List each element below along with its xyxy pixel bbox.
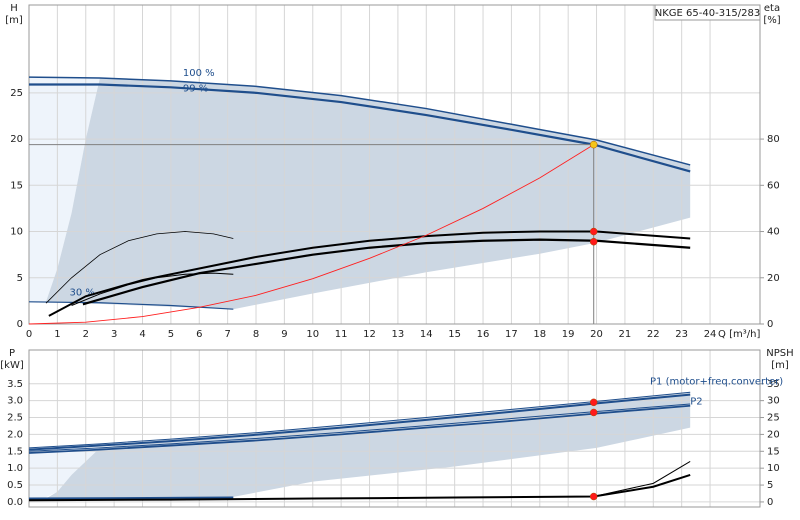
x-tick-label: 24 <box>704 329 717 340</box>
x-tick-label: 3 <box>111 329 117 340</box>
x-tick-label: 21 <box>619 329 632 340</box>
x-tick-label: 16 <box>477 329 490 340</box>
y2-tick-label: 5 <box>767 480 773 491</box>
y-tick-label: 2.5 <box>7 413 23 424</box>
x-tick-label: 20 <box>590 329 603 340</box>
x-tick-label: 9 <box>281 329 287 340</box>
x-tick-label: 1 <box>54 329 60 340</box>
duty-point <box>589 140 598 149</box>
operating-range <box>46 78 691 310</box>
x-tick-label: 15 <box>448 329 461 340</box>
y2-tick-label: 20 <box>767 273 780 284</box>
x-tick-label: 23 <box>675 329 688 340</box>
chart-panel: 0.00.51.01.52.02.53.03.505101520253035P[… <box>0 348 793 508</box>
curve-label: 99 % <box>183 83 208 94</box>
y-tick-label: 3.0 <box>7 396 23 407</box>
y2-tick-label: 80 <box>767 134 780 145</box>
curve <box>28 403 691 452</box>
y2-tick-label: 25 <box>767 413 780 424</box>
curve <box>28 144 594 325</box>
x-tick-label: 7 <box>224 329 230 340</box>
duty-point <box>589 398 598 407</box>
curve-label: 30 % <box>70 288 95 299</box>
curve <box>28 301 234 310</box>
x-tick-label: 0 <box>26 329 32 340</box>
x-tick-label: 12 <box>363 329 376 340</box>
operating-range <box>29 447 100 499</box>
x-tick-label: 18 <box>533 329 546 340</box>
curve <box>71 272 234 306</box>
x-tick-label: 10 <box>306 329 319 340</box>
x-tick-label: 2 <box>83 329 89 340</box>
axis-label: NPSH <box>766 348 793 359</box>
x-tick-label: 4 <box>139 329 145 340</box>
y-tick-label: 0.0 <box>7 497 23 508</box>
x-tick-label: 19 <box>562 329 575 340</box>
x-tick-label: 22 <box>647 329 660 340</box>
curve <box>29 83 691 173</box>
curve <box>82 238 691 306</box>
duty-point <box>589 408 598 417</box>
y-tick-label: 1.5 <box>7 446 23 457</box>
curve-label: P2 <box>690 397 702 408</box>
y2-tick-label: 15 <box>767 446 780 457</box>
duty-point <box>589 227 598 236</box>
curve <box>48 230 691 317</box>
curve <box>28 76 691 166</box>
y-tick-label: 10 <box>10 227 23 238</box>
axis-label: [kW] <box>0 360 24 371</box>
y2-tick-label: 60 <box>767 180 780 191</box>
y-tick-label: 2.0 <box>7 429 23 440</box>
y-tick-label: 0.5 <box>7 480 23 491</box>
curve-label: P1 (motor+freq.converter) <box>650 377 783 388</box>
x-tick-label: 6 <box>196 329 202 340</box>
y2-tick-label: 40 <box>767 227 780 238</box>
curve <box>28 473 691 502</box>
y-tick-label: 1.0 <box>7 463 23 474</box>
axis-label: [%] <box>763 15 780 26</box>
curve <box>28 393 691 451</box>
axis-label: [m] <box>5 15 23 26</box>
axis-label: [m] <box>771 360 789 371</box>
y2-tick-label: 0 <box>767 497 773 508</box>
axis-label: P <box>9 348 15 359</box>
y-tick-label: 5 <box>17 273 23 284</box>
y2-tick-label: 35 <box>767 379 780 390</box>
y-tick-label: 3.5 <box>7 379 23 390</box>
y-tick-label: 0 <box>17 319 23 330</box>
plot-frame <box>28 4 761 325</box>
y2-tick-label: 0 <box>767 319 773 330</box>
axis-label: eta <box>764 3 780 14</box>
x-tick-label: 11 <box>335 329 348 340</box>
y-tick-label: 25 <box>10 88 23 99</box>
duty-point <box>589 237 598 246</box>
x-tick-label: 13 <box>392 329 405 340</box>
x-tick-label: 14 <box>420 329 433 340</box>
title-box <box>654 4 761 21</box>
y-tick-label: 15 <box>10 180 23 191</box>
y2-tick-label: 30 <box>767 396 780 407</box>
chart-title: NKGE 65-40-315/283 <box>655 8 761 19</box>
y-tick-label: 20 <box>10 134 23 145</box>
x-axis-label: Q [m³/h] <box>718 329 760 340</box>
axis-label: H <box>10 3 18 14</box>
operating-range <box>29 78 100 302</box>
curve <box>28 496 234 500</box>
curve <box>28 404 691 454</box>
x-tick-label: 17 <box>505 329 518 340</box>
curve <box>28 391 691 449</box>
x-tick-label: 8 <box>253 329 259 340</box>
y2-tick-label: 20 <box>767 429 780 440</box>
y2-tick-label: 10 <box>767 463 780 474</box>
curve <box>593 460 691 498</box>
x-tick-label: 5 <box>168 329 174 340</box>
duty-point <box>589 492 598 501</box>
curve-label: 100 % <box>183 68 215 79</box>
plot-frame <box>28 349 761 508</box>
curve <box>45 231 234 304</box>
chart-panel: 0 1 2 3 4 5 6 7 8 9 10 11 12 13 14 15 16 17 18 19 20 21 22 23 24… <box>5 3 781 340</box>
